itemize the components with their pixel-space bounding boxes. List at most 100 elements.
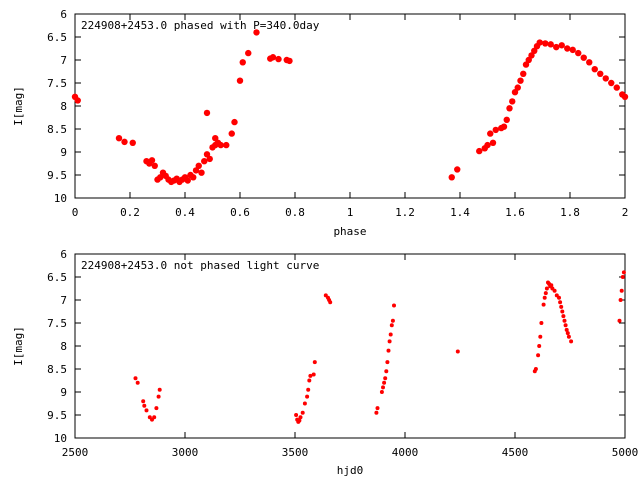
data-point [621, 93, 629, 101]
data-point [201, 158, 208, 165]
y-tick-labels: 6 6.5 7 7.5 8 8.5 9 9.5 10 [47, 248, 67, 445]
data-point [448, 174, 455, 181]
data-point [564, 45, 571, 52]
data-point [203, 109, 211, 117]
data-point [308, 373, 313, 378]
data-point [549, 283, 554, 288]
data-point [157, 387, 162, 392]
y-tick-label: 6 [60, 8, 67, 21]
x-tick-labels: 2500 3000 3500 4000 4500 5000 [62, 446, 639, 459]
data-point [383, 376, 388, 381]
x-tick-label: 3000 [172, 446, 199, 459]
data-point [203, 151, 211, 158]
data-point [484, 141, 491, 149]
data-point [144, 408, 149, 413]
data-point [306, 387, 311, 392]
data-point [602, 75, 609, 82]
data-point [374, 410, 379, 415]
data-point [575, 49, 582, 57]
data-point [565, 331, 570, 336]
x-tick-label: 3500 [282, 446, 309, 459]
data-point [286, 57, 293, 65]
data-point [382, 380, 387, 385]
y-tick-label: 6.5 [47, 31, 67, 44]
x-tick-label: 1.8 [560, 206, 580, 219]
x-tick-label: 5000 [612, 446, 639, 459]
x-tick-label: 1.2 [395, 206, 415, 219]
x-tick-label: 2500 [62, 446, 89, 459]
data-point [558, 300, 563, 305]
data-point [591, 66, 598, 73]
y-tick-label: 9 [60, 386, 67, 399]
x-tick-label: 1.6 [505, 206, 525, 219]
data-point [388, 332, 393, 337]
data-point [223, 141, 230, 149]
data-point [184, 177, 191, 184]
y-tick-label: 10 [54, 432, 67, 445]
chart-title: 224908+2453.0 not phased light curve [81, 259, 319, 272]
data-point [392, 303, 396, 308]
data-point [212, 135, 219, 142]
data-point [253, 29, 260, 36]
x-tick-label: 0.6 [230, 206, 250, 219]
data-point [302, 401, 307, 406]
data-point [239, 59, 246, 66]
data-point [566, 334, 571, 339]
data-point [539, 321, 544, 325]
data-point [384, 369, 389, 374]
data-point [564, 327, 569, 332]
data-point [311, 372, 316, 377]
data-point [385, 360, 390, 365]
x-tick-label: 0.2 [120, 206, 140, 219]
data-point [608, 79, 615, 87]
x-tick-label: 4000 [392, 446, 419, 459]
data-point [613, 84, 620, 91]
y-tick-labels: 6 6.5 7 7.5 8 8.5 9 9.5 10 [47, 8, 67, 205]
data-point [190, 174, 197, 181]
data-point [511, 89, 519, 96]
x-tick-labels: 0 0.2 0.4 0.6 0.8 1 1.2 1.4 1.6 1.8 2 [72, 206, 629, 219]
x-tick-label: 2 [622, 206, 629, 219]
data-point [121, 138, 128, 146]
data-point [528, 52, 535, 59]
data-point [620, 275, 625, 279]
plot-frame [74, 253, 626, 439]
y-axis-label: I[mag] [12, 86, 25, 126]
data-point [522, 61, 530, 68]
data-point [192, 167, 200, 174]
data-point [559, 304, 564, 309]
data-point [531, 47, 538, 54]
tick-marks [74, 13, 626, 199]
data-point [621, 270, 626, 275]
data-point [557, 295, 561, 300]
data-point [297, 418, 302, 423]
data-point [156, 394, 161, 399]
data-point [525, 56, 532, 64]
y-tick-label: 7.5 [47, 77, 67, 90]
y-tick-label: 8 [60, 100, 67, 113]
y-tick-label: 7.5 [47, 317, 67, 330]
data-point [141, 399, 146, 404]
y-tick-label: 7 [60, 294, 67, 307]
data-point [245, 49, 252, 57]
data-point [544, 286, 549, 291]
data-point [135, 380, 140, 385]
data-point [580, 54, 587, 61]
data-point [543, 291, 548, 296]
data-point [563, 323, 568, 328]
data-point [541, 302, 546, 307]
data-point [619, 288, 624, 293]
data-point [379, 390, 384, 394]
data-point [536, 39, 543, 46]
data-point [206, 155, 213, 163]
data-point [198, 169, 205, 176]
data-point [298, 415, 303, 420]
y-tick-label: 8.5 [47, 123, 67, 136]
data-point [455, 349, 460, 354]
data-point [476, 147, 483, 155]
data-point [586, 59, 593, 66]
data-point [375, 406, 380, 411]
y-tick-label: 9.5 [47, 409, 67, 422]
